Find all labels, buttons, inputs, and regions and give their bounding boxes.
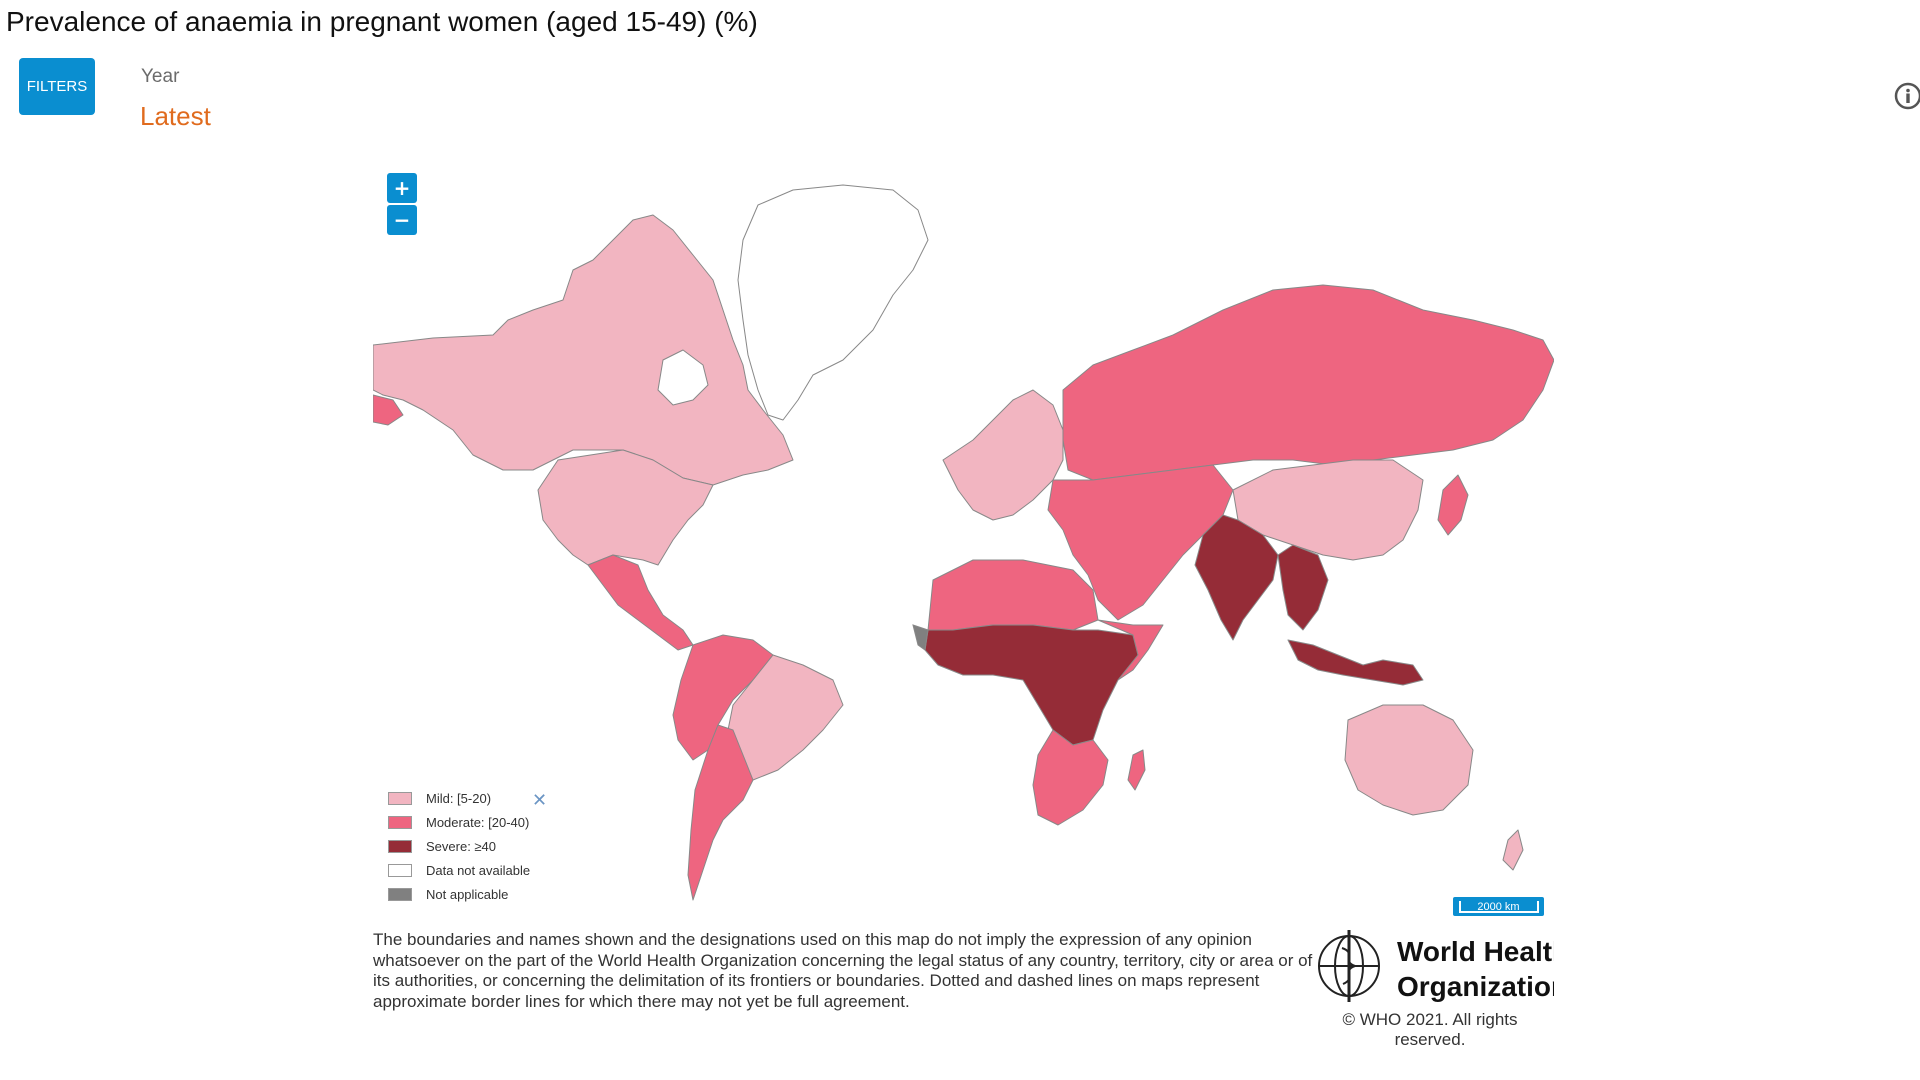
legend-swatch-severe: [388, 839, 412, 853]
legend-item-no-data: Data not available: [388, 858, 530, 882]
legend-item-mild: Mild: [5-20): [388, 786, 530, 810]
legend-item-moderate: Moderate: [20-40): [388, 810, 530, 834]
legend-swatch-moderate: [388, 815, 412, 829]
who-logo: World Health Organization: [1309, 928, 1569, 1004]
region-australia[interactable]: [1344, 704, 1474, 816]
legend-label-no-data: Data not available: [426, 862, 531, 878]
who-logo-line1: World Health: [1397, 936, 1554, 967]
region-southern-africa[interactable]: [1032, 729, 1109, 826]
world-map[interactable]: [373, 160, 1554, 925]
region-russia[interactable]: [1062, 284, 1554, 481]
region-middle-east-central-asia[interactable]: [1047, 464, 1234, 621]
legend-close-icon[interactable]: ✕: [532, 790, 548, 811]
legend-swatch-not-applicable: [388, 887, 412, 901]
year-filter-label: Year: [141, 66, 180, 87]
region-east-africa[interactable]: [1097, 619, 1164, 681]
zoom-in-button[interactable]: +: [387, 173, 417, 203]
legend-label-mild: Mild: [5-20): [426, 790, 492, 806]
legend-label-not-applicable: Not applicable: [426, 886, 509, 902]
map-legend: Mild: [5-20) Moderate: [20-40) Severe: ≥…: [388, 786, 530, 906]
legend-swatch-no-data: [388, 863, 412, 877]
info-icon[interactable]: [1894, 82, 1920, 110]
scale-label: 2000 km: [1458, 900, 1539, 913]
region-far-east-tip[interactable]: [373, 394, 404, 426]
scale-bar: 2000 km: [1453, 897, 1544, 916]
region-mexico-central-america[interactable]: [587, 554, 694, 651]
legend-label-severe: Severe: ≥40: [426, 838, 497, 854]
legend-item-not-applicable: Not applicable: [388, 882, 530, 906]
region-usa[interactable]: [537, 449, 714, 566]
region-greenland[interactable]: [737, 184, 929, 421]
map-disclaimer: The boundaries and names shown and the d…: [373, 930, 1313, 1011]
region-north-america-north[interactable]: [373, 214, 794, 486]
filters-button[interactable]: FILTERS: [19, 58, 95, 115]
region-southern-cone[interactable]: [687, 724, 754, 901]
year-filter-value[interactable]: Latest: [140, 101, 211, 131]
world-map-svg[interactable]: [373, 160, 1554, 925]
region-north-africa[interactable]: [927, 559, 1099, 631]
who-logo-line2: Organization: [1397, 971, 1554, 1002]
region-south-asia[interactable]: [1194, 514, 1279, 641]
region-japan[interactable]: [1437, 474, 1469, 536]
region-new-zealand[interactable]: [1502, 829, 1524, 871]
region-not-applicable: [912, 624, 929, 651]
region-madagascar[interactable]: [1127, 749, 1146, 791]
page-title: Prevalence of anaemia in pregnant women …: [6, 6, 758, 37]
region-hudson-bay: [657, 349, 709, 406]
region-southeast-asia-mainland[interactable]: [1277, 544, 1329, 631]
zoom-out-button[interactable]: −: [387, 205, 417, 235]
legend-label-moderate: Moderate: [20-40): [426, 814, 530, 830]
region-china[interactable]: [1232, 459, 1424, 561]
legend-item-severe: Severe: ≥40: [388, 834, 530, 858]
region-sub-saharan-africa[interactable]: [924, 624, 1139, 746]
copyright: © WHO 2021. All rights reserved.: [1342, 1010, 1518, 1049]
legend-swatch-mild: [388, 791, 412, 805]
region-europe[interactable]: [942, 389, 1064, 521]
who-emblem-icon: [1318, 930, 1380, 1002]
region-indonesia[interactable]: [1287, 639, 1424, 686]
